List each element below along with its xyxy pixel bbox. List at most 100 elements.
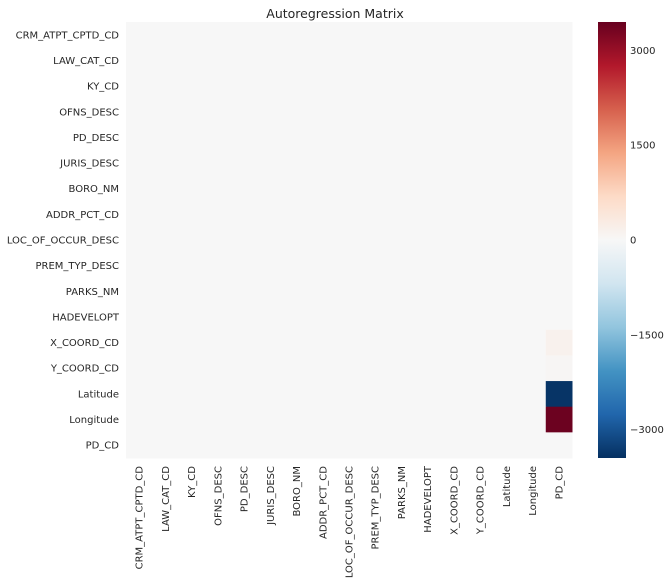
heatmap-cell bbox=[493, 278, 521, 305]
heatmap-cell bbox=[362, 278, 389, 305]
heatmap-cell bbox=[440, 47, 468, 74]
heatmap-cell bbox=[335, 175, 363, 203]
heatmap-cell bbox=[230, 304, 258, 331]
heatmap-cell bbox=[152, 175, 179, 203]
heatmap-cell bbox=[152, 355, 179, 382]
heatmap-cell bbox=[152, 304, 179, 331]
heatmap-cell bbox=[545, 98, 573, 126]
heatmap-cell bbox=[519, 124, 547, 151]
row-labels: CRM_ATPT_CPTD_CD LAW_CAT_CD KY_CD OFNS_DESC… bbox=[7, 30, 120, 451]
heatmap-cell bbox=[440, 329, 468, 356]
heatmap-cell bbox=[362, 175, 389, 203]
heatmap-cell bbox=[545, 201, 573, 228]
heatmap-cell bbox=[283, 355, 311, 382]
heatmap-cell bbox=[519, 150, 547, 177]
column-label: Latitude bbox=[502, 466, 513, 507]
heatmap-cell bbox=[126, 47, 153, 74]
heatmap-cell bbox=[362, 98, 389, 126]
heatmap-cell bbox=[204, 355, 232, 382]
row-label: BORO_NM bbox=[69, 184, 119, 195]
heatmap-cell bbox=[283, 201, 311, 228]
heatmap-cell bbox=[467, 227, 494, 254]
heatmap-cell bbox=[519, 355, 547, 382]
heatmap-cell bbox=[545, 124, 573, 151]
heatmap-cell bbox=[204, 406, 232, 433]
heatmap-cell bbox=[126, 175, 153, 203]
heatmap-cell bbox=[335, 252, 363, 279]
heatmap-cell bbox=[204, 47, 232, 74]
row-label: HADEVELOPT bbox=[52, 312, 120, 323]
heatmap-cell bbox=[388, 252, 416, 279]
heatmap-cell bbox=[126, 406, 153, 433]
column-label: Y_COORD_CD bbox=[476, 466, 487, 535]
heatmap-cell bbox=[152, 73, 179, 100]
column-label: ADDR_PCT_CD bbox=[318, 466, 329, 539]
heatmap-cell bbox=[467, 175, 494, 203]
heatmap-cell bbox=[545, 278, 573, 305]
heatmap-cell bbox=[257, 124, 284, 151]
column-label: CRM_ATPT_CPTD_CD bbox=[135, 466, 146, 570]
column-label: BORO_NM bbox=[292, 466, 303, 516]
heatmap-cell bbox=[257, 329, 284, 356]
heatmap-cell bbox=[257, 22, 284, 49]
colorbar-tick-label: −3000 bbox=[630, 425, 664, 436]
heatmap-cell bbox=[283, 381, 311, 408]
heatmap-cell bbox=[283, 124, 311, 151]
heatmap-cell bbox=[283, 406, 311, 433]
heatmap-cell bbox=[440, 150, 468, 177]
heatmap-cell bbox=[335, 98, 363, 126]
heatmap-cell bbox=[414, 201, 442, 228]
heatmap-cell bbox=[335, 201, 363, 228]
heatmap-cell bbox=[335, 329, 363, 356]
heatmap-cell bbox=[414, 406, 442, 433]
heatmap-cell bbox=[204, 150, 232, 177]
heatmap-cell bbox=[388, 22, 416, 49]
heatmap-cell bbox=[178, 304, 206, 331]
row-label: KY_CD bbox=[87, 82, 119, 93]
heatmap-cell bbox=[152, 47, 179, 74]
heatmap-cell bbox=[257, 73, 284, 100]
row-label: PARKS_NM bbox=[66, 287, 119, 298]
heatmap-cell bbox=[283, 432, 311, 459]
heatmap-cell bbox=[493, 98, 521, 126]
heatmap-cell bbox=[388, 329, 416, 356]
column-label: PD_CD bbox=[554, 466, 565, 500]
heatmap-cell bbox=[467, 432, 494, 459]
heatmap-cell bbox=[178, 150, 206, 177]
heatmap-cell bbox=[362, 227, 389, 254]
heatmap-cell bbox=[414, 329, 442, 356]
heatmap-cell bbox=[545, 175, 573, 203]
heatmap-cell bbox=[388, 227, 416, 254]
heatmap-cell bbox=[230, 201, 258, 228]
heatmap-cell bbox=[545, 406, 573, 433]
heatmap-cell bbox=[519, 175, 547, 203]
heatmap-cell bbox=[257, 381, 284, 408]
heatmap-cell bbox=[335, 381, 363, 408]
heatmap-cell bbox=[467, 98, 494, 126]
heatmap-cell bbox=[335, 227, 363, 254]
heatmap-cell bbox=[126, 227, 153, 254]
heatmap-cell bbox=[230, 22, 258, 49]
heatmap-cell bbox=[545, 252, 573, 279]
heatmap-cell bbox=[519, 201, 547, 228]
heatmap-cell bbox=[467, 73, 494, 100]
heatmap-cell bbox=[519, 432, 547, 459]
heatmap-cell bbox=[440, 381, 468, 408]
heatmap-cell bbox=[388, 73, 416, 100]
heatmap-cell bbox=[204, 329, 232, 356]
colorbar-tick-label: 3000 bbox=[630, 46, 655, 57]
column-label: JURIS_DESC bbox=[266, 466, 277, 526]
heatmap-cell bbox=[493, 304, 521, 331]
heatmap-cell bbox=[440, 201, 468, 228]
heatmap-cell bbox=[414, 47, 442, 74]
heatmap-cell bbox=[467, 278, 494, 305]
heatmap-cell bbox=[414, 124, 442, 151]
heatmap-cell bbox=[388, 47, 416, 74]
heatmap-cell bbox=[519, 98, 547, 126]
heatmap-cell bbox=[178, 201, 206, 228]
heatmap-cell bbox=[178, 98, 206, 126]
heatmap-cell bbox=[309, 22, 337, 49]
heatmap-cell bbox=[440, 98, 468, 126]
heatmap-cell bbox=[152, 432, 179, 459]
heatmap-cell bbox=[204, 252, 232, 279]
